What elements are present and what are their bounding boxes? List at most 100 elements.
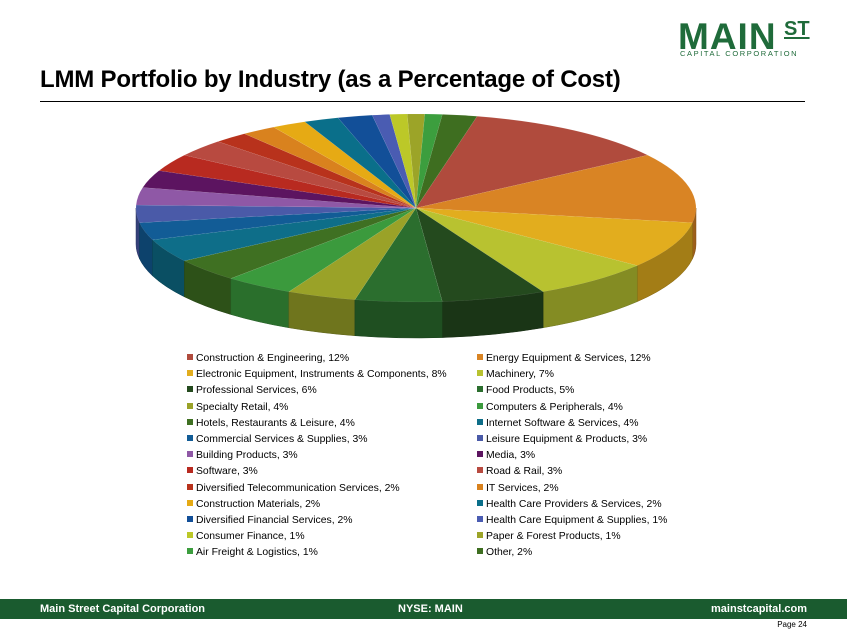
- footer-ticker: NYSE: MAIN: [398, 603, 463, 615]
- legend-label: Leisure Equipment & Products, 3%: [486, 433, 648, 445]
- legend-swatch: [477, 515, 483, 522]
- legend-item: Food Products, 5%: [477, 383, 667, 399]
- legend-label: Diversified Telecommunication Services, …: [196, 482, 400, 494]
- logo-subtitle: CAPITAL CORPORATION: [680, 49, 799, 58]
- pie-slice: [135, 187, 417, 209]
- legend-swatch: [477, 532, 483, 539]
- page-title: LMM Portfolio by Industry (as a Percenta…: [40, 66, 621, 93]
- legend-swatch: [477, 499, 483, 506]
- legend-item: Health Care Equipment & Supplies, 1%: [477, 513, 667, 529]
- legend-item: Media, 3%: [477, 448, 667, 464]
- pie-slice: [415, 207, 638, 292]
- legend-label: Construction & Engineering, 12%: [196, 353, 350, 364]
- legend-item: Software, 3%: [187, 464, 447, 480]
- legend-item: Machinery, 7%: [477, 367, 667, 383]
- legend-swatch: [187, 451, 193, 458]
- legend-swatch: [187, 354, 193, 360]
- legend-swatch: [477, 483, 483, 490]
- legend-label: Road & Rail, 3%: [486, 466, 563, 478]
- legend-label: Health Care Equipment & Supplies, 1%: [486, 514, 668, 526]
- legend-swatch: [477, 386, 483, 393]
- title-rule: [40, 101, 805, 102]
- footer-website[interactable]: mainstcapital.com: [711, 603, 807, 615]
- pie-slice-side: [354, 299, 443, 339]
- pie-slice: [142, 170, 417, 209]
- pie-slice: [407, 113, 426, 209]
- pie-slice: [415, 113, 443, 209]
- legend-label: Paper & Forest Products, 1%: [486, 531, 621, 543]
- legend-item: Commercial Services & Supplies, 3%: [187, 432, 447, 448]
- legend-swatch: [477, 548, 483, 555]
- pie-slice: [415, 207, 693, 266]
- pie-slice: [183, 141, 417, 209]
- legend-label: Air Freight & Logistics, 1%: [196, 547, 318, 559]
- legend-item: Hotels, Restaurants & Leisure, 4%: [187, 416, 447, 432]
- pie-slice: [415, 116, 649, 209]
- legend-item: Diversified Telecommunication Services, …: [187, 481, 447, 497]
- pie-slice: [415, 207, 544, 302]
- pie-slice: [337, 114, 417, 209]
- legend-item: Diversified Financial Services, 2%: [187, 513, 447, 529]
- legend-item: Leisure Equipment & Products, 3%: [477, 432, 667, 448]
- legend-item: Building Products, 3%: [187, 448, 447, 464]
- footer-company: Main Street Capital Corporation: [40, 603, 206, 615]
- legend-label: Construction Materials, 2%: [196, 498, 321, 510]
- legend-label: Machinery, 7%: [486, 369, 554, 381]
- legend-column-right: Energy Equipment & Services, 12% Machiner…: [477, 351, 667, 561]
- legend-item: Computers & Peripherals, 4%: [477, 400, 667, 416]
- pie-slice-side: [152, 239, 185, 298]
- pie-slice: [135, 204, 417, 223]
- legend-swatch: [187, 402, 193, 409]
- legend-swatch: [187, 418, 193, 425]
- legend-item: Other, 2%: [477, 545, 667, 561]
- pie-slice: [230, 207, 417, 292]
- legend-label: Building Products, 3%: [196, 450, 298, 462]
- legend-label: Hotels, Restaurants & Leisure, 4%: [196, 417, 355, 429]
- footer-bar: Main Street Capital Corporation NYSE: MA…: [0, 599, 847, 619]
- pie-slice: [272, 121, 417, 209]
- legend-label: Commercial Services & Supplies, 3%: [196, 433, 368, 445]
- legend-item: Air Freight & Logistics, 1%: [187, 545, 447, 561]
- legend-label: Diversified Financial Services, 2%: [196, 514, 353, 526]
- legend-label: Electronic Equipment, Instruments & Comp…: [196, 369, 447, 381]
- pie-slice: [243, 126, 417, 209]
- legend-label: Software, 3%: [196, 466, 258, 478]
- pie-chart: [135, 113, 697, 339]
- legend-label: IT Services, 2%: [486, 482, 559, 494]
- legend-item: Paper & Forest Products, 1%: [477, 529, 667, 545]
- pie-slice: [139, 207, 417, 241]
- pie-slice: [152, 207, 417, 262]
- legend-swatch: [187, 467, 193, 474]
- legend-label: Consumer Finance, 1%: [196, 531, 305, 543]
- pie-slice: [304, 117, 417, 209]
- legend-label: Specialty Retail, 4%: [196, 401, 289, 413]
- legend-swatch: [477, 354, 483, 360]
- legend-item: Specialty Retail, 4%: [187, 400, 447, 416]
- legend-item: Health Care Providers & Services, 2%: [477, 497, 667, 513]
- legend-swatch: [477, 418, 483, 425]
- legend-swatch: [187, 386, 193, 393]
- pie-slice-side: [230, 278, 290, 329]
- legend-label: Professional Services, 6%: [196, 385, 317, 397]
- pie-slice: [288, 207, 417, 300]
- legend-label: Energy Equipment & Services, 12%: [486, 353, 651, 364]
- legend-swatch: [187, 515, 193, 522]
- legend-swatch: [187, 532, 193, 539]
- legend-swatch: [477, 402, 483, 409]
- legend-swatch: [187, 548, 193, 555]
- legend-swatch: [477, 370, 483, 377]
- legend-swatch: [477, 451, 483, 458]
- legend-label: Other, 2%: [486, 547, 533, 559]
- legend-item: Construction Materials, 2%: [187, 497, 447, 513]
- legend-swatch: [187, 499, 193, 506]
- legend-item: Internet Software & Services, 4%: [477, 416, 667, 432]
- pie-slice: [389, 113, 417, 209]
- legend-swatch: [187, 434, 193, 441]
- legend-label: Health Care Providers & Services, 2%: [486, 498, 662, 510]
- legend-label: Food Products, 5%: [486, 385, 575, 397]
- legend-item: Energy Equipment & Services, 12%: [477, 351, 667, 367]
- pie-slice: [415, 154, 697, 223]
- logo-st: ST: [784, 18, 810, 40]
- legend-item: Consumer Finance, 1%: [187, 529, 447, 545]
- legend-swatch: [187, 370, 193, 377]
